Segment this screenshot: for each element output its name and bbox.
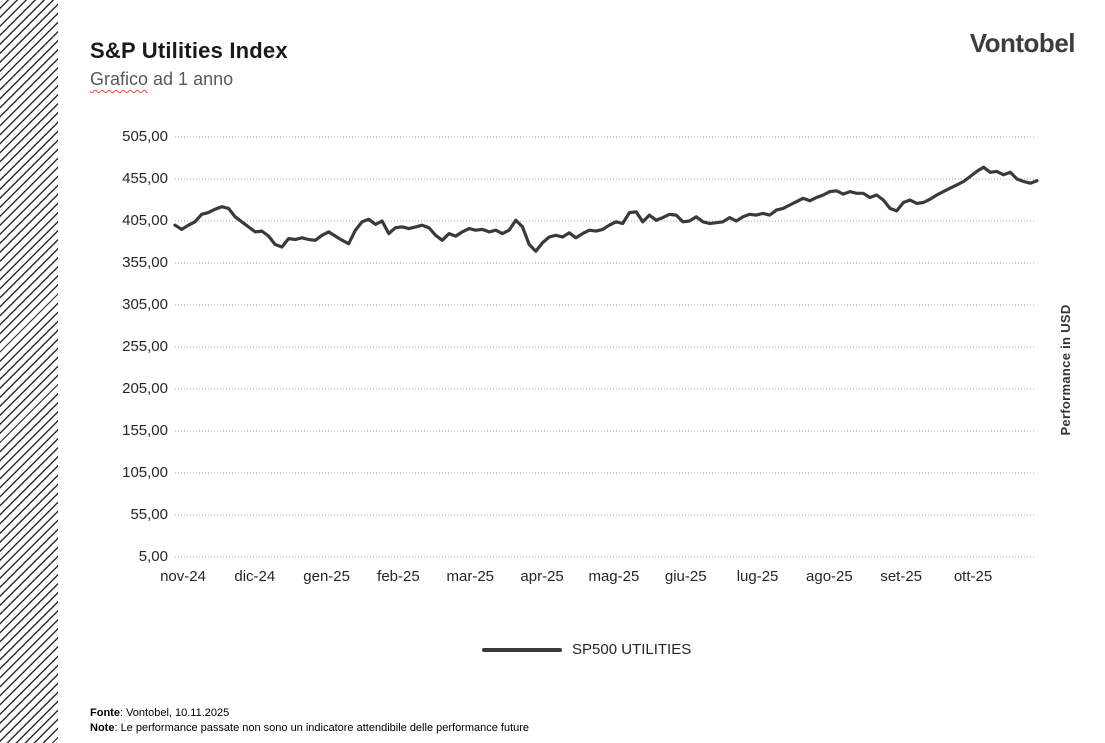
x-tick-label: nov-24 xyxy=(160,568,206,585)
y-tick-label: 405,00 xyxy=(122,212,168,229)
diagonal-hatch-decoration xyxy=(0,0,58,743)
page-subtitle: Grafico ad 1 anno xyxy=(90,69,233,90)
y-tick-label: 355,00 xyxy=(122,254,168,271)
y-tick-label: 455,00 xyxy=(122,170,168,187)
y-tick-label: 155,00 xyxy=(122,422,168,439)
y-tick-label: 255,00 xyxy=(122,338,168,355)
footer-note-label: Note xyxy=(90,722,115,734)
y-tick-label: 5,00 xyxy=(138,548,168,565)
footer-source-label: Fonte xyxy=(90,707,120,719)
footer-notes: Fonte: Vontobel, 10.11.2025 Note: Le per… xyxy=(90,706,529,736)
y-tick-label: 505,00 xyxy=(122,128,168,145)
x-tick-label: ott-25 xyxy=(953,568,993,585)
y-tick-label: 105,00 xyxy=(122,464,168,481)
footer-note-line: Note: Le performance passate non sono un… xyxy=(90,721,529,736)
subtitle-rest: ad 1 anno xyxy=(148,69,234,89)
x-tick-label: gen-25 xyxy=(303,568,350,585)
series-line-sp500-utilities xyxy=(173,165,1039,253)
x-tick-label: giu-25 xyxy=(664,568,707,585)
subtitle-spellcheck-word: Grafico xyxy=(90,69,149,89)
footer-source-line: Fonte: Vontobel, 10.11.2025 xyxy=(90,706,529,721)
footer-source-text: : Vontobel, 10.11.2025 xyxy=(119,707,230,719)
x-tick-label: mag-25 xyxy=(588,568,640,585)
x-tick-label: ago-25 xyxy=(806,568,853,585)
legend-line-swatch xyxy=(482,647,562,652)
footer-note-text: : Le performance passate non sono un ind… xyxy=(114,722,530,734)
chart-legend: SP500 UTILITIES xyxy=(482,641,691,658)
x-tick-label: mar-25 xyxy=(446,568,495,585)
y-axis-title: Performance in USD xyxy=(1058,304,1073,436)
vontobel-logo: Vontobel xyxy=(969,28,1076,58)
legend-series-label: SP500 UTILITIES xyxy=(572,641,692,658)
x-tick-label: dic-24 xyxy=(234,568,276,585)
x-tick-label: set-25 xyxy=(880,568,923,585)
y-tick-label: 305,00 xyxy=(122,296,168,313)
x-tick-label: feb-25 xyxy=(377,568,420,585)
x-tick-label: lug-25 xyxy=(736,568,779,585)
x-tick-label: apr-25 xyxy=(520,568,564,585)
page-title: S&P Utilities Index xyxy=(90,38,288,63)
y-tick-label: 205,00 xyxy=(122,380,168,397)
y-tick-label: 55,00 xyxy=(130,506,168,523)
